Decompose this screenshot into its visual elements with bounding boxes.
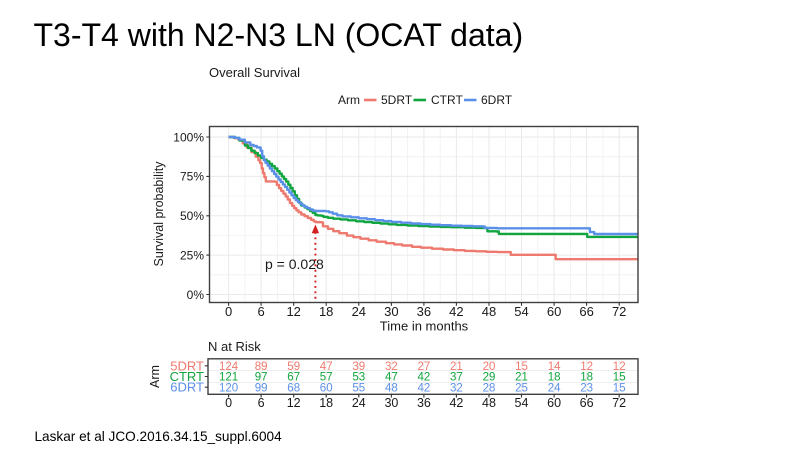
svg-text:15: 15: [613, 382, 626, 394]
svg-text:68: 68: [287, 382, 300, 394]
svg-text:N at Risk: N at Risk: [208, 339, 261, 354]
svg-text:12: 12: [286, 304, 300, 319]
svg-text:48: 48: [482, 396, 496, 410]
svg-text:0%: 0%: [187, 288, 205, 302]
svg-text:37: 37: [450, 372, 463, 384]
svg-text:5DRT: 5DRT: [170, 358, 204, 373]
svg-text:27: 27: [418, 361, 431, 373]
svg-text:47: 47: [385, 372, 398, 384]
svg-text:20: 20: [483, 361, 496, 373]
svg-text:24: 24: [352, 304, 366, 319]
svg-text:12: 12: [613, 361, 626, 373]
svg-text:72: 72: [612, 304, 626, 319]
svg-text:6: 6: [257, 304, 264, 319]
svg-text:24: 24: [548, 382, 561, 394]
svg-text:6DRT: 6DRT: [481, 93, 513, 107]
svg-text:Survival probability: Survival probability: [152, 161, 166, 267]
svg-text:25: 25: [515, 382, 528, 394]
svg-text:18: 18: [548, 372, 561, 384]
svg-text:15: 15: [613, 372, 626, 384]
svg-text:48: 48: [482, 304, 496, 319]
svg-text:18: 18: [580, 372, 593, 384]
svg-text:23: 23: [580, 382, 593, 394]
svg-text:50%: 50%: [180, 209, 204, 223]
svg-text:29: 29: [483, 372, 496, 384]
svg-text:0: 0: [225, 396, 232, 410]
svg-text:Arm: Arm: [148, 365, 162, 388]
svg-text:0: 0: [225, 304, 232, 319]
svg-text:57: 57: [320, 372, 333, 384]
svg-text:36: 36: [417, 304, 431, 319]
svg-text:89: 89: [255, 361, 268, 373]
svg-text:66: 66: [580, 396, 594, 410]
svg-text:42: 42: [449, 304, 463, 319]
svg-text:97: 97: [255, 372, 268, 384]
svg-text:30: 30: [384, 304, 398, 319]
svg-text:75%: 75%: [180, 170, 204, 184]
svg-text:53: 53: [352, 372, 365, 384]
svg-text:59: 59: [287, 361, 300, 373]
svg-text:24: 24: [352, 396, 366, 410]
svg-text:54: 54: [514, 304, 528, 319]
svg-text:6DRT: 6DRT: [170, 380, 204, 395]
svg-text:42: 42: [449, 396, 463, 410]
svg-text:21: 21: [450, 361, 463, 373]
svg-text:21: 21: [515, 372, 528, 384]
svg-text:Arm: Arm: [338, 93, 360, 107]
svg-text:p = 0.028: p = 0.028: [265, 256, 324, 272]
svg-text:47: 47: [320, 361, 333, 373]
svg-text:120: 120: [219, 382, 238, 394]
svg-text:18: 18: [319, 304, 333, 319]
svg-text:60: 60: [320, 382, 333, 394]
svg-text:67: 67: [287, 372, 300, 384]
svg-text:28: 28: [483, 382, 496, 394]
svg-text:18: 18: [319, 396, 333, 410]
svg-text:55: 55: [352, 382, 365, 394]
svg-text:12: 12: [580, 361, 593, 373]
svg-text:32: 32: [385, 361, 398, 373]
svg-text:48: 48: [385, 382, 398, 394]
svg-text:39: 39: [352, 361, 365, 373]
svg-text:6: 6: [258, 396, 265, 410]
svg-text:25%: 25%: [180, 248, 204, 262]
svg-text:15: 15: [515, 361, 528, 373]
svg-text:60: 60: [547, 396, 561, 410]
svg-text:Time in months: Time in months: [380, 319, 469, 334]
svg-text:99: 99: [255, 382, 268, 394]
svg-text:42: 42: [418, 382, 431, 394]
svg-text:30: 30: [384, 396, 398, 410]
svg-text:72: 72: [612, 396, 626, 410]
svg-text:60: 60: [547, 304, 561, 319]
svg-text:36: 36: [417, 396, 431, 410]
svg-text:100%: 100%: [173, 130, 204, 144]
svg-text:Overall Survival: Overall Survival: [209, 65, 300, 80]
svg-text:12: 12: [287, 396, 301, 410]
svg-text:66: 66: [579, 304, 593, 319]
svg-text:CTRT: CTRT: [170, 369, 204, 384]
svg-text:124: 124: [219, 361, 239, 373]
svg-text:5DRT: 5DRT: [381, 93, 413, 107]
svg-text:32: 32: [450, 382, 463, 394]
svg-text:42: 42: [418, 372, 431, 384]
svg-text:54: 54: [515, 396, 529, 410]
svg-text:121: 121: [219, 372, 238, 384]
svg-text:CTRT: CTRT: [431, 93, 463, 107]
svg-text:14: 14: [548, 361, 561, 373]
